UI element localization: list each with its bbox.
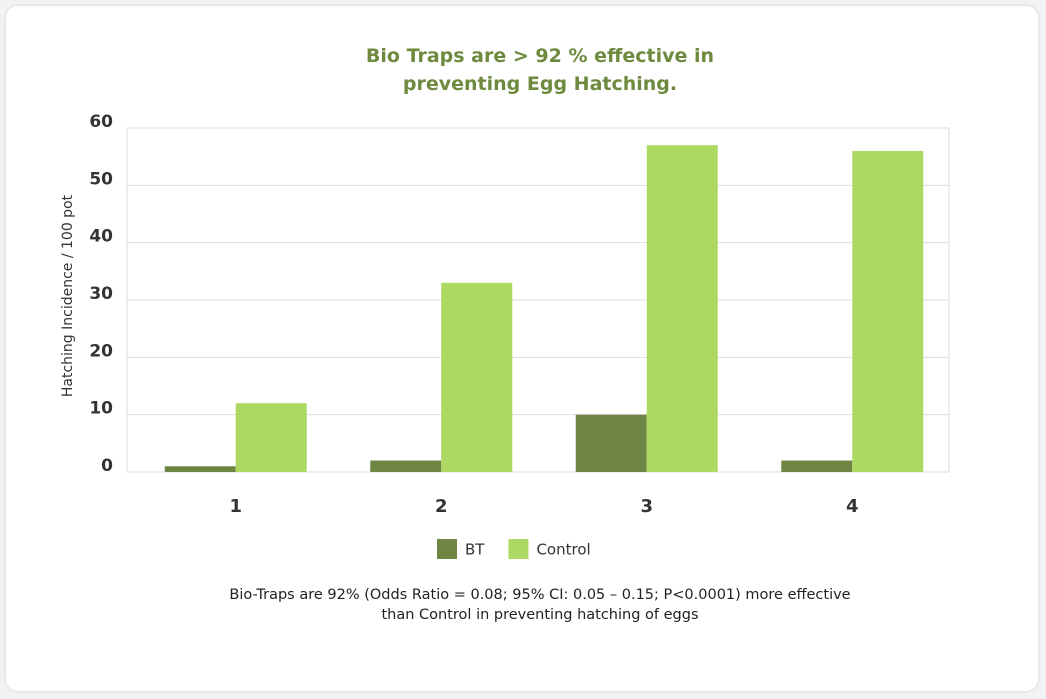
legend-label: BT <box>465 541 485 559</box>
y-tick-label: 40 <box>89 227 113 247</box>
y-tick-label: 10 <box>89 399 113 419</box>
x-tick-label: 4 <box>846 496 859 517</box>
bar <box>852 150 924 472</box>
y-tick-label: 0 <box>101 456 113 476</box>
bar <box>235 403 307 472</box>
x-tick-label: 1 <box>229 496 242 517</box>
bar <box>646 145 718 472</box>
x-tick-label: 3 <box>640 496 653 517</box>
bar <box>575 414 647 472</box>
legend-label: Control <box>536 541 590 559</box>
footnote: Bio-Traps are 92% (Odds Ratio = 0.08; 95… <box>229 587 851 623</box>
x-tick-label: 2 <box>435 496 448 517</box>
y-tick-label: 50 <box>89 169 113 189</box>
y-tick-label: 60 <box>89 112 113 132</box>
chart-title: Bio Traps are > 92 % effective in preven… <box>365 45 715 95</box>
legend-swatch <box>437 539 457 559</box>
bar <box>370 460 442 472</box>
y-tick-label: 30 <box>89 284 113 304</box>
bar <box>441 282 513 472</box>
y-axis-label: Hatching Incidence / 100 pot <box>60 194 76 397</box>
bar <box>164 466 236 472</box>
bar <box>781 460 853 472</box>
y-tick-label: 20 <box>89 341 113 361</box>
legend-swatch <box>508 539 529 559</box>
